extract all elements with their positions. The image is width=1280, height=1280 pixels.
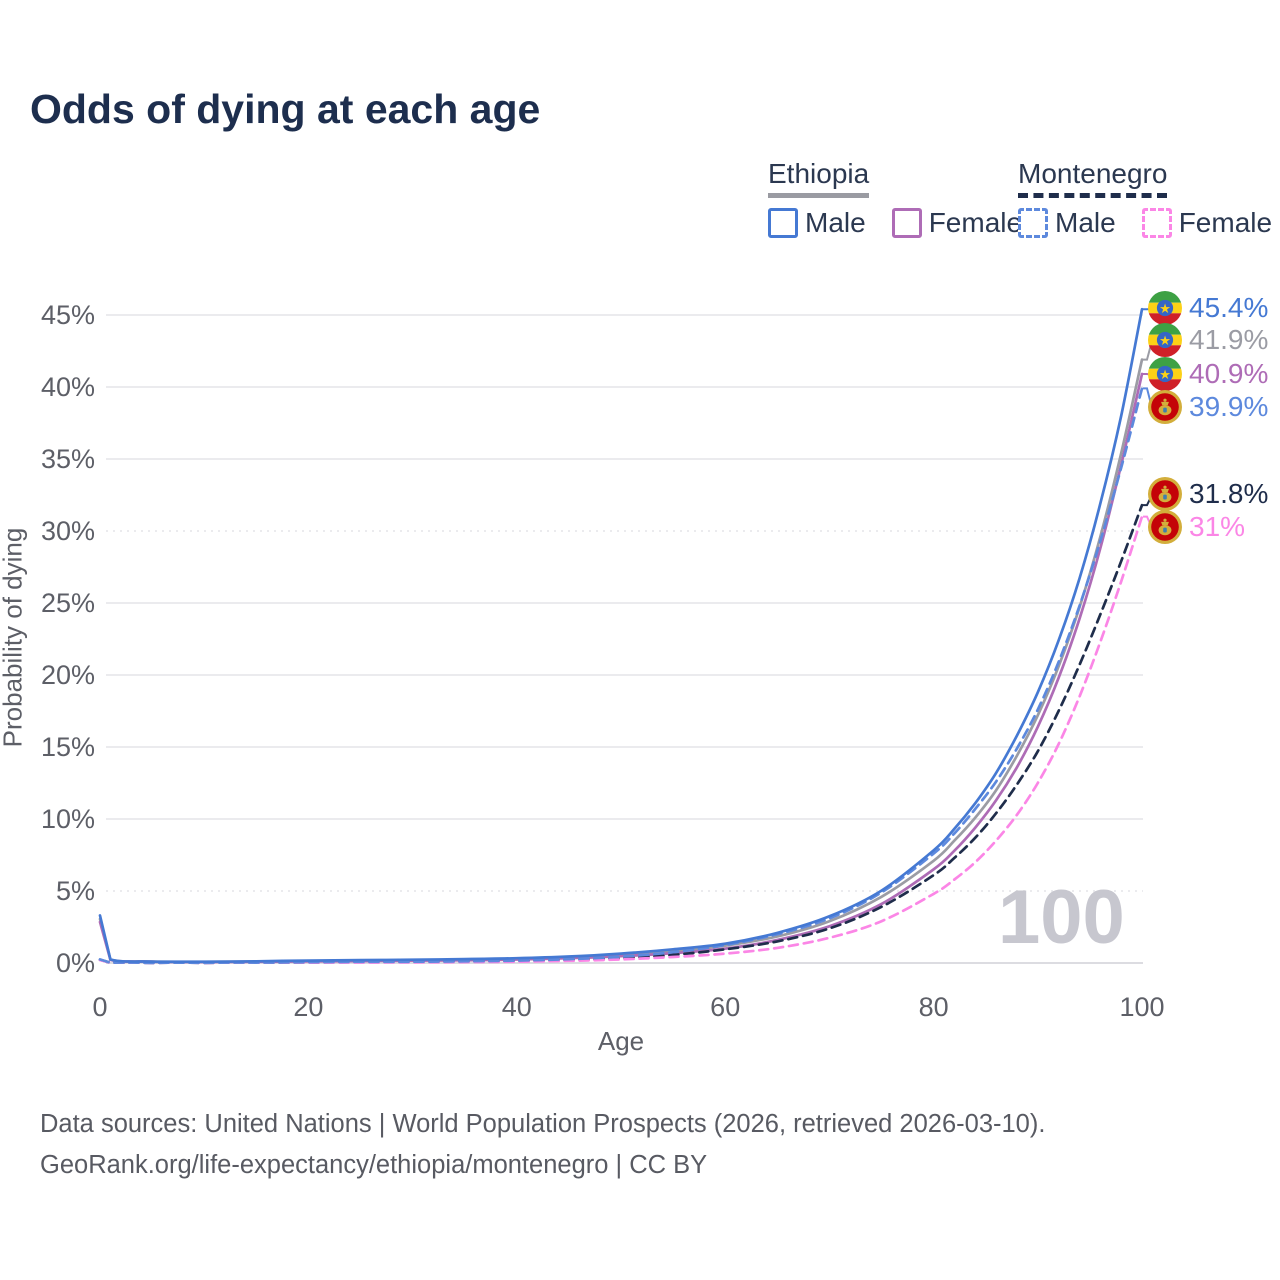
x-axis-title: Age xyxy=(597,1026,645,1056)
svg-text:★: ★ xyxy=(1159,367,1171,382)
end-label-value: 31% xyxy=(1189,511,1246,542)
y-axis-title: Probability of dying xyxy=(0,527,28,748)
legend-item-label: Male xyxy=(805,207,866,238)
legend-group-montenegro: Montenegro Male Female xyxy=(1018,158,1272,239)
end-label-montenegro-male: 39.9% xyxy=(1148,390,1268,424)
legend-item-label: Female xyxy=(1178,207,1273,238)
y-tick-label: 35% xyxy=(41,444,95,474)
montenegro-flag-icon xyxy=(1148,477,1182,511)
legend-item-ethiopia-female[interactable]: Female xyxy=(891,207,1023,239)
legend-item-label: Female xyxy=(928,207,1023,238)
legend-group-ethiopia: Ethiopia Male Female xyxy=(768,158,1022,239)
y-tick-label: 45% xyxy=(41,300,95,330)
y-tick-label: 0% xyxy=(56,948,95,978)
x-tick-label: 20 xyxy=(293,992,323,1022)
svg-text:★: ★ xyxy=(1159,333,1171,348)
series-line-ethiopia-female xyxy=(98,372,1144,964)
ethiopia-flag-icon: ★ xyxy=(1148,291,1182,325)
x-tick-label: 40 xyxy=(502,992,532,1022)
series-line-montenegro-male xyxy=(98,387,1144,965)
y-tick-label: 30% xyxy=(41,516,95,546)
legend-item-label: Male xyxy=(1055,207,1116,238)
watermark-age-100: 100 xyxy=(998,875,1125,960)
end-label-montenegro-female: 31% xyxy=(1148,510,1245,544)
legend-ethiopia-label: Ethiopia xyxy=(768,158,870,198)
series-line-ethiopia-male xyxy=(98,307,1144,964)
montenegro-flag-icon xyxy=(1148,390,1182,424)
mortality-line-chart: 0% 5% 10% 15% 20% 25% 30% 35% 40% 45% 0 20 40 60 80 100 xyxy=(41,300,1165,1022)
end-label-value: 45.4% xyxy=(1189,292,1269,323)
end-label-ethiopia-male: ★ 45.4% xyxy=(1148,291,1268,325)
x-tick-label: 80 xyxy=(919,992,949,1022)
y-tick-label: 20% xyxy=(41,660,95,690)
legend-item-montenegro-male[interactable]: Male xyxy=(1018,207,1116,239)
ethiopia-flag-icon: ★ xyxy=(1148,357,1182,391)
ethiopia-male-swatch-icon xyxy=(768,208,798,238)
end-label-value: 39.9% xyxy=(1189,391,1269,422)
legend-item-ethiopia-male[interactable]: Male xyxy=(768,207,866,239)
ethiopia-flag-icon: ★ xyxy=(1148,323,1182,357)
footer-data-sources: Data sources: United Nations | World Pop… xyxy=(40,1110,1046,1138)
legend-item-montenegro-female[interactable]: Female xyxy=(1141,207,1273,239)
y-tick-label: 25% xyxy=(41,588,95,618)
x-tick-label: 60 xyxy=(710,992,740,1022)
end-label-ethiopia-both-sexes: ★ 41.9% xyxy=(1148,323,1268,357)
montenegro-male-swatch-icon xyxy=(1018,208,1048,238)
y-tick-label: 10% xyxy=(41,804,95,834)
svg-text:★: ★ xyxy=(1159,301,1171,316)
ethiopia-female-swatch-icon xyxy=(891,208,922,238)
end-label-value: 40.9% xyxy=(1189,358,1269,389)
end-label-ethiopia-female: ★ 40.9% xyxy=(1148,357,1268,391)
end-label-value: 41.9% xyxy=(1189,324,1269,355)
legend-montenegro-label: Montenegro xyxy=(1018,158,1168,198)
footer-attribution: GeoRank.org/life-expectancy/ethiopia/mon… xyxy=(40,1151,708,1179)
y-tick-label: 5% xyxy=(56,876,95,906)
chart-title: Odds of dying at each age xyxy=(30,86,541,132)
end-label-montenegro-both-sexes: 31.8% xyxy=(1148,477,1268,511)
x-tick-label: 100 xyxy=(1119,992,1164,1022)
montenegro-flag-icon xyxy=(1148,510,1182,544)
footer: Data sources: United Nations | World Pop… xyxy=(40,1104,1045,1186)
montenegro-female-swatch-icon xyxy=(1141,208,1172,238)
series-line-montenegro-female xyxy=(98,515,1144,965)
end-label-value: 31.8% xyxy=(1189,478,1269,509)
x-tick-label: 0 xyxy=(92,992,107,1022)
y-tick-label: 15% xyxy=(41,732,95,762)
series-line-montenegro-both-sexes xyxy=(98,503,1144,965)
y-tick-label: 40% xyxy=(41,372,95,402)
series-line-ethiopia-both-sexes xyxy=(98,358,1144,964)
